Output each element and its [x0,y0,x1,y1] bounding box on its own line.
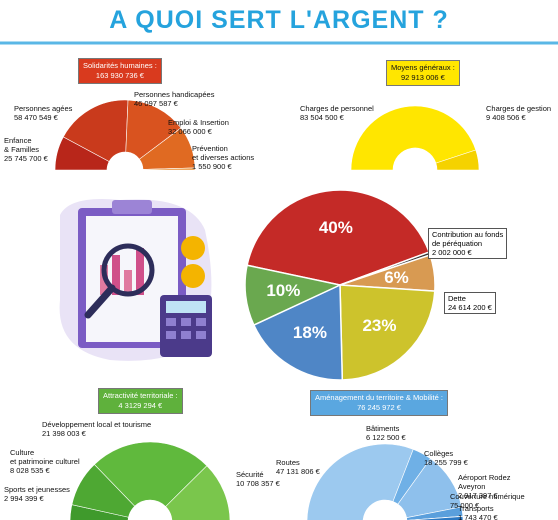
segment-name: Charges de personnel [300,104,374,113]
segment-label: Routes 47 131 806 € [276,458,320,476]
segment [165,465,231,520]
segment-amount: 6 122 500 € [366,433,406,442]
segment [94,441,208,507]
panel-header: Attractivité territoriale :4 3129 294 € [98,388,183,414]
segment-amount: 1 550 900 € [192,162,232,171]
segment-amount: 2 917 397 € [458,491,498,500]
segment-label: Aéroport Rodez Aveyron 2 917 397 € [458,473,511,500]
panel-title: Solidarités humaines : [83,61,157,70]
pie-label: 23% [362,316,397,336]
segment-amount: 25 745 700 € [4,154,48,163]
pie-slice [246,189,431,286]
segment-label: Enfance & Familles 25 745 700 € [4,136,48,163]
panel-total: 76 245 972 € [357,403,401,412]
segment [350,105,477,171]
segment-amount: 1 743 470 € [458,513,498,520]
segment-name: Sports et jeunesses [4,485,70,494]
segment-amount: 18 255 799 € [424,458,468,467]
panel-title: Aménagement du territoire & Mobilité : [315,393,443,402]
segment-name: Couverture numérique [450,492,525,501]
segment-name: Sécurité [236,470,264,479]
panel-header: Moyens généraux :92 913 006 € [386,60,460,86]
pie-slice [252,283,344,381]
segment-amount: 83 504 500 € [300,113,344,122]
segment-name: Personnes handicapées [134,90,215,99]
segment-name: Enfance & Familles [4,136,40,154]
segment-amount: 46 097 587 € [134,99,178,108]
panel-total: 4 3129 294 € [118,401,163,410]
segment-name: Prévention et diverses actions [192,144,255,162]
segment-label: Collèges 18 255 799 € [424,449,468,467]
segment-name: Bâtiments [366,424,400,433]
annotation-text: Contribution au fonds de péréquation [432,230,504,248]
segment-amount: 9 408 506 € [486,113,526,122]
panel-header: Aménagement du territoire & Mobilité :76… [310,390,448,416]
segment [306,443,414,520]
segment-label: Charges de personnel 83 504 500 € [300,104,374,122]
annotation-amount: 2 002 000 € [432,248,472,257]
segment [435,149,480,171]
annotation-amount: 24 614 200 € [448,303,492,312]
segment [71,464,136,518]
segment-amount: 10 708 357 € [236,479,280,488]
segment-name: Personnes agées [14,104,73,113]
segment-name: Collèges [424,449,454,458]
segment-amount: 2 994 399 € [4,494,44,503]
panel-header: Solidarités humaines :163 930 736 € [78,58,162,84]
panel-title: Attractivité territoriale : [103,391,178,400]
segment-label: Sports et jeunesses 2 994 399 € [4,485,70,503]
segment-label: Couverture numérique 75 000 € [450,492,525,510]
segment-amount: 58 470 549 € [14,113,58,122]
segment-amount: 75 000 € [450,501,480,510]
pie-label: 6% [384,267,409,287]
segment [397,458,462,519]
pie-label: 10% [266,281,301,301]
segment [125,99,182,160]
segment-amount: 21 398 003 € [42,429,86,438]
segment-label: Prévention et diverses actions 1 550 900 … [192,144,254,171]
pie-annotation: Dette 24 614 200 € [444,292,496,314]
segment [408,516,464,520]
pie-slice [339,284,436,381]
segment-name: Aéroport Rodez Aveyron [458,473,511,491]
page-title: A QUOI SERT L'ARGENT ? [109,6,449,34]
segment-label: Personnes agées 58 470 549 € [14,104,72,122]
segment-label: Bâtiments 6 122 500 € [366,424,406,442]
segment-label: Personnes handicapées 46 097 587 € [134,90,214,108]
panel-total: 163 930 736 € [95,71,144,80]
segment-label: Charges de gestion 9 408 506 € [486,104,551,122]
annotation-text: Dette [448,294,466,303]
segment-amount: 32 066 000 € [168,127,212,136]
panel-total: 92 913 006 € [401,73,445,82]
segment-name: Routes [276,458,300,467]
segment [142,167,196,171]
segment-name: Culture et patrimoine culturel [10,448,80,466]
segment [62,99,129,162]
segment-name: Développement local et tourisme [42,420,152,429]
pie-label: 18% [292,323,327,343]
segment-label: Sécurité 10 708 357 € [236,470,280,488]
pie-annotation: Contribution au fonds de péréquation 2 00… [428,228,508,259]
segment-label: Développement local et tourisme 21 398 00… [42,420,151,438]
segment-name: Emploi & Insertion [168,118,229,127]
segment-amount: 8 028 535 € [10,466,50,475]
segment-name: Charges de gestion [486,104,552,113]
segment [138,127,196,170]
pie-label: 40% [318,218,353,238]
pie-slice [244,264,343,327]
illustration [59,199,212,361]
segment-label: Culture et patrimoine culturel 8 028 535 … [10,448,80,475]
segment-label: Emploi & Insertion 32 066 000 € [168,118,229,136]
segment-label: Transports 1 743 470 € [458,504,498,520]
segment-name: Transports [458,504,494,513]
segment-amount: 47 131 806 € [276,467,320,476]
panel-title: Moyens généraux : [391,63,455,72]
